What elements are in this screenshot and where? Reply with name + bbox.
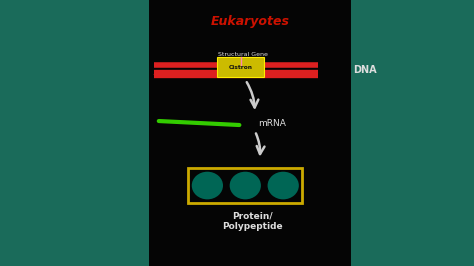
Text: Protein/
Polypeptide: Protein/ Polypeptide [222, 211, 283, 231]
Text: Cistron: Cistron [228, 65, 253, 70]
Text: mRNA: mRNA [258, 119, 286, 128]
Text: Structural Gene: Structural Gene [218, 52, 268, 57]
Ellipse shape [191, 172, 223, 200]
Ellipse shape [229, 172, 261, 200]
Bar [149, 0, 351, 266]
Bar [188, 168, 302, 203]
Text: Eukaryotes: Eukaryotes [210, 15, 290, 28]
Ellipse shape [267, 172, 299, 200]
Text: DNA: DNA [353, 65, 377, 75]
Bar [217, 57, 264, 77]
